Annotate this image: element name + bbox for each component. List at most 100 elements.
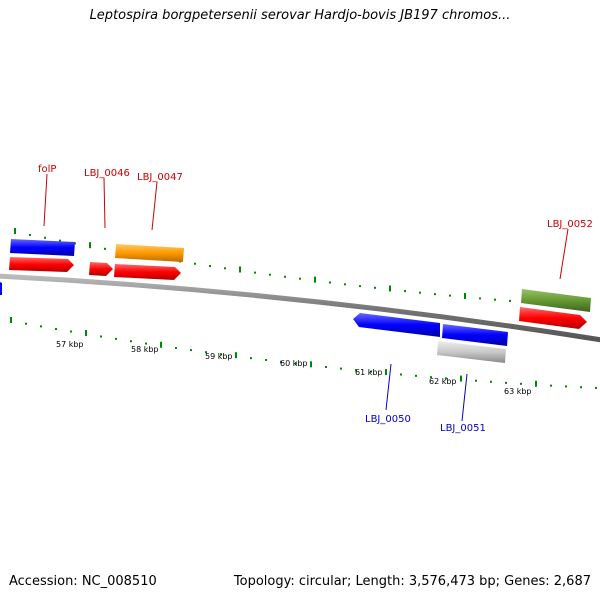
gc-mark [280, 360, 282, 363]
gc-mark [494, 298, 496, 301]
cds-arrow-LBJ_0052[interactable] [519, 307, 587, 329]
gc-mark [374, 286, 376, 289]
gc-mark [235, 352, 237, 359]
backbone-stub-left [0, 282, 2, 295]
gc-mark [59, 239, 61, 242]
label-line-LBJ_0047 [151, 181, 158, 231]
gc-mark [284, 275, 286, 278]
gc-mark [104, 247, 106, 250]
scale-label-61kbp: 61 kbp [355, 368, 383, 377]
gc-mark [14, 228, 16, 234]
gc-mark [329, 281, 331, 284]
label-LBJ_0052[interactable]: LBJ_0052 [547, 219, 593, 230]
label-LBJ_0051[interactable]: LBJ_0051 [440, 423, 486, 434]
gc-mark [434, 293, 436, 296]
gc-mark [460, 375, 462, 382]
label-folP[interactable]: folP [38, 164, 56, 175]
scale-label-60kbp: 60 kbp [280, 359, 308, 368]
gc-mark [295, 362, 297, 365]
gc-mark [355, 369, 357, 372]
gc-mark [565, 385, 567, 388]
gc-mark [145, 342, 147, 345]
gc-mark [254, 271, 256, 274]
gc-mark [190, 349, 192, 352]
label-LBJ_0047[interactable]: LBJ_0047 [137, 172, 183, 183]
gc-mark [415, 374, 417, 377]
scale-label-57kbp: 57 kbp [56, 340, 84, 349]
gc-mark [430, 376, 432, 379]
gc-mark [130, 340, 132, 343]
scale-label-59kbp: 59 kbp [205, 352, 233, 361]
gc-mark [550, 384, 552, 387]
gc-mark [40, 325, 42, 328]
gc-mark [449, 294, 451, 297]
label-LBJ_0046[interactable]: LBJ_0046 [84, 168, 130, 179]
cds-arrow-LBJ_0046[interactable] [89, 262, 113, 276]
gc-mark [314, 276, 316, 283]
gc-mark [265, 358, 267, 361]
gc-track-lower [10, 317, 597, 389]
gc-mark [70, 330, 72, 333]
cds-arrow-folP[interactable] [9, 257, 74, 272]
feature-olive-LBJ_0052[interactable] [521, 289, 591, 312]
label-line-LBJ_0052 [559, 228, 569, 280]
gc-mark [520, 382, 522, 385]
gc-mark [490, 380, 492, 383]
gc-mark [29, 233, 31, 236]
gc-mark [115, 337, 117, 340]
gc-mark [404, 290, 406, 293]
gc-mark [385, 369, 387, 376]
gc-mark [509, 299, 511, 302]
genome-stats-text: Topology: circular; Length: 3,576,473 bp… [233, 574, 591, 589]
map-title: Leptospira borgpetersenii serovar Hardjo… [89, 8, 511, 23]
gc-mark [419, 291, 421, 294]
gc-mark [224, 267, 226, 270]
gc-mark [209, 265, 211, 268]
gc-mark [389, 285, 391, 292]
gc-mark [55, 327, 57, 330]
gc-mark [44, 236, 46, 239]
gc-mark [25, 322, 27, 325]
gc-mark [85, 330, 87, 337]
cds-arrow-LBJ_0047[interactable] [114, 264, 181, 280]
gc-mark [344, 283, 346, 286]
gc-mark [10, 317, 12, 323]
label-LBJ_0050[interactable]: LBJ_0050 [365, 414, 411, 425]
scale-label-62kbp: 62 kbp [429, 377, 457, 386]
gc-mark [464, 293, 466, 300]
feature-gray-LBJ_0051[interactable] [437, 341, 506, 363]
gc-mark [89, 242, 91, 249]
gc-mark [269, 273, 271, 276]
label-line-LBJ_0050 [385, 363, 392, 411]
gc-mark [220, 353, 222, 356]
feature-blue-LBJ_0051[interactable] [442, 324, 508, 346]
scale-label-58kbp: 58 kbp [131, 345, 159, 354]
gc-mark [310, 361, 312, 368]
scale-label-63kbp: 63 kbp [504, 387, 532, 396]
gc-mark [194, 262, 196, 265]
feature-orange-LBJ_0047[interactable] [115, 244, 184, 262]
gc-mark [535, 380, 537, 387]
gc-mark [325, 365, 327, 368]
gc-mark [100, 335, 102, 338]
label-line-LBJ_0046 [103, 177, 106, 229]
gc-mark [205, 351, 207, 354]
feature-blue-folP-region[interactable] [10, 239, 75, 256]
gc-mark [239, 266, 241, 273]
gc-mark [479, 297, 481, 300]
gc-mark [250, 357, 252, 360]
genome-backbone [0, 273, 600, 343]
gc-mark [400, 373, 402, 376]
gc-mark [160, 341, 162, 348]
gc-mark [359, 285, 361, 288]
gc-mark [74, 242, 76, 245]
gc-mark [370, 370, 372, 373]
gc-mark [175, 346, 177, 349]
gc-mark [445, 377, 447, 380]
gc-mark [299, 277, 301, 280]
gc-mark [505, 381, 507, 384]
label-line-LBJ_0051 [461, 373, 468, 422]
feature-blue-LBJ_0050[interactable] [353, 313, 440, 337]
gc-mark [475, 379, 477, 382]
